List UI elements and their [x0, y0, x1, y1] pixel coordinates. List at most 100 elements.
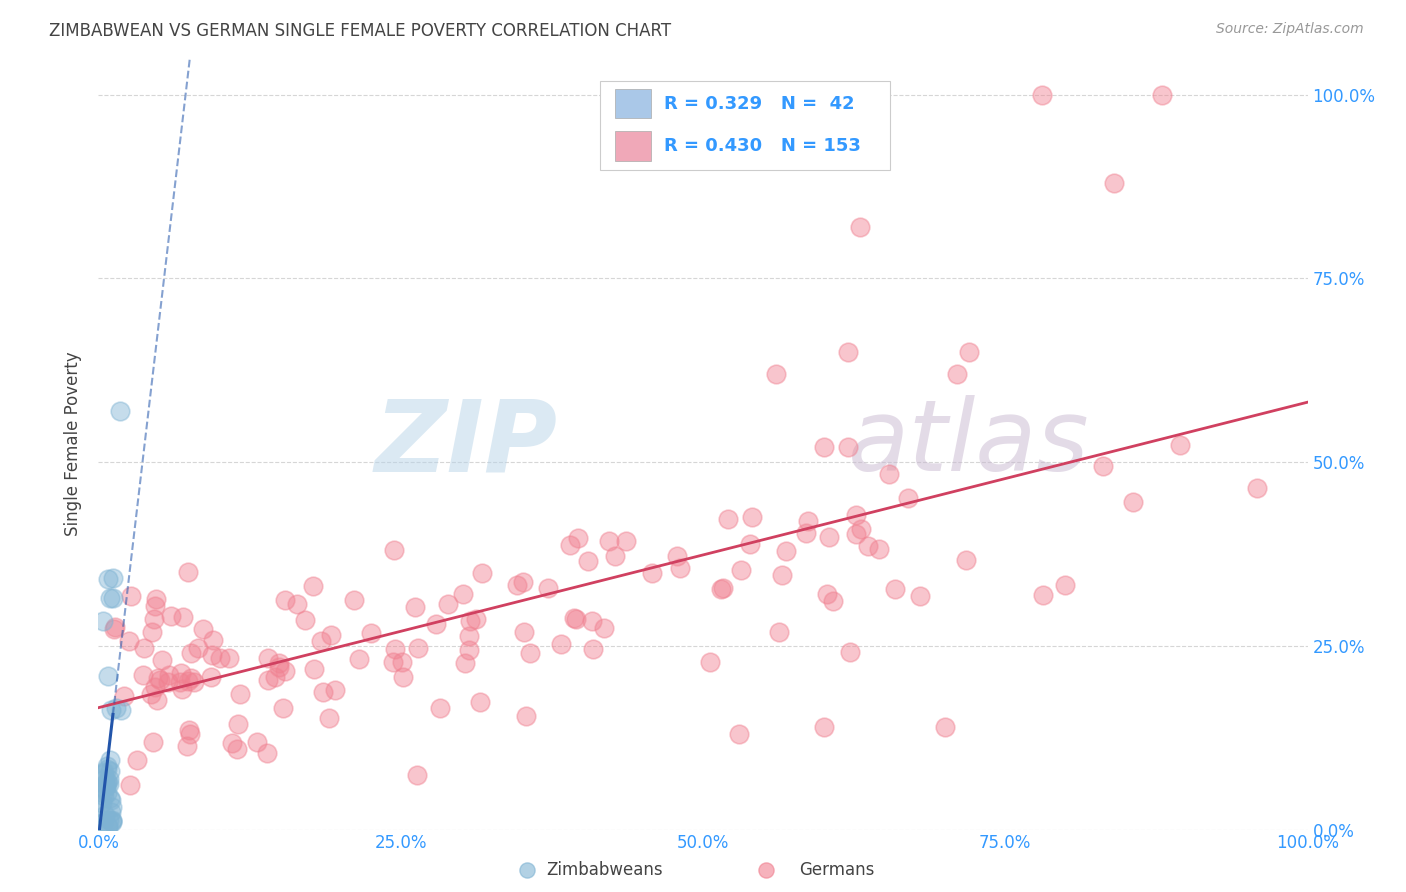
Point [132, 641, 155, 656]
Point [1246, 481, 1268, 495]
Point [405, 767, 427, 781]
Point [112, 690, 135, 704]
Point [582, 642, 605, 657]
Point [125, 753, 148, 767]
Point [844, 526, 866, 541]
Point [699, 655, 721, 669]
Point [429, 701, 451, 715]
Point [118, 633, 141, 648]
Point [98, 591, 121, 605]
Point [404, 599, 426, 614]
Point [818, 530, 841, 544]
Point [318, 711, 340, 725]
Point [179, 723, 201, 737]
Point [730, 563, 752, 577]
Point [97, 572, 120, 586]
Point [176, 739, 198, 754]
Point [226, 741, 249, 756]
Point [845, 508, 868, 522]
Point [159, 609, 181, 624]
Point [603, 549, 626, 563]
Point [562, 610, 585, 624]
Point [946, 367, 969, 381]
Point [513, 625, 536, 640]
Point [93, 765, 115, 780]
Point [141, 688, 163, 702]
Point [96, 777, 118, 791]
Point [567, 531, 589, 545]
Point [100, 790, 122, 805]
Point [506, 578, 529, 592]
Point [839, 645, 862, 659]
Point [877, 467, 900, 481]
Text: Germans: Germans [799, 861, 875, 879]
Point [180, 646, 202, 660]
Point [226, 717, 249, 731]
Point [668, 561, 690, 575]
Point [142, 735, 165, 749]
Point [425, 616, 447, 631]
Point [108, 403, 131, 417]
Point [468, 695, 491, 709]
Point [285, 598, 308, 612]
Point [218, 651, 240, 665]
Point [311, 634, 333, 648]
Point [94, 779, 117, 793]
Point [576, 554, 599, 568]
Point [98, 764, 121, 778]
Point [821, 593, 844, 607]
Point [145, 592, 167, 607]
Point [343, 593, 366, 607]
Point [157, 668, 180, 682]
Point [91, 796, 114, 810]
Point [91, 816, 114, 830]
Point [271, 701, 294, 715]
Point [257, 651, 280, 665]
Point [177, 565, 200, 579]
Point [201, 632, 224, 647]
Point [382, 543, 405, 558]
Point [103, 622, 125, 636]
Point [179, 727, 201, 741]
Point [100, 805, 122, 820]
Point [118, 778, 141, 792]
Point [94, 808, 117, 822]
Point [120, 590, 142, 604]
Point [274, 592, 297, 607]
Point [794, 525, 817, 540]
Point [755, 863, 778, 877]
Point [257, 673, 280, 687]
Point [1102, 176, 1125, 190]
Point [1032, 589, 1054, 603]
Point [728, 727, 751, 741]
Point [256, 746, 278, 760]
Point [96, 762, 118, 776]
Point [98, 753, 121, 767]
Point [347, 651, 370, 665]
Point [267, 660, 290, 674]
Point [768, 624, 790, 639]
Point [550, 637, 572, 651]
Point [360, 626, 382, 640]
Point [382, 655, 405, 669]
Point [813, 441, 835, 455]
Point [98, 777, 121, 791]
Point [100, 793, 122, 807]
Point [132, 668, 155, 682]
Text: Zimbabweans: Zimbabweans [547, 861, 662, 879]
Point [458, 629, 481, 643]
Point [101, 591, 124, 606]
Point [200, 670, 222, 684]
Point [104, 620, 127, 634]
Point [97, 820, 120, 834]
Point [391, 655, 413, 669]
Point [267, 656, 290, 670]
Point [91, 816, 114, 830]
Point [516, 863, 538, 877]
Point [765, 367, 787, 381]
Point [96, 759, 118, 773]
Point [641, 566, 664, 581]
Point [321, 627, 343, 641]
Text: ZIMBABWEAN VS GERMAN SINGLE FEMALE POVERTY CORRELATION CHART: ZIMBABWEAN VS GERMAN SINGLE FEMALE POVER… [49, 22, 671, 40]
Point [614, 533, 637, 548]
